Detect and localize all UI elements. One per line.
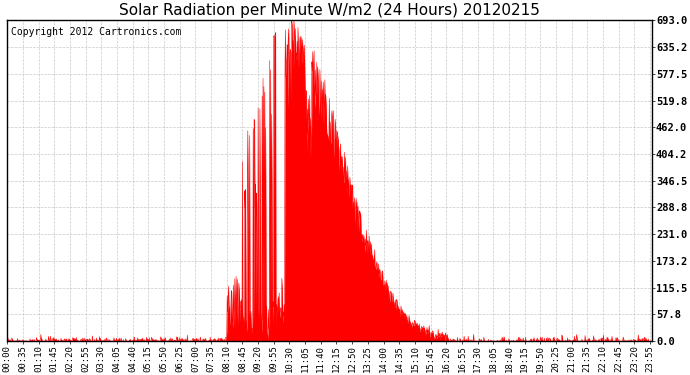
Title: Solar Radiation per Minute W/m2 (24 Hours) 20120215: Solar Radiation per Minute W/m2 (24 Hour… <box>119 3 540 18</box>
Text: Copyright 2012 Cartronics.com: Copyright 2012 Cartronics.com <box>10 27 181 37</box>
